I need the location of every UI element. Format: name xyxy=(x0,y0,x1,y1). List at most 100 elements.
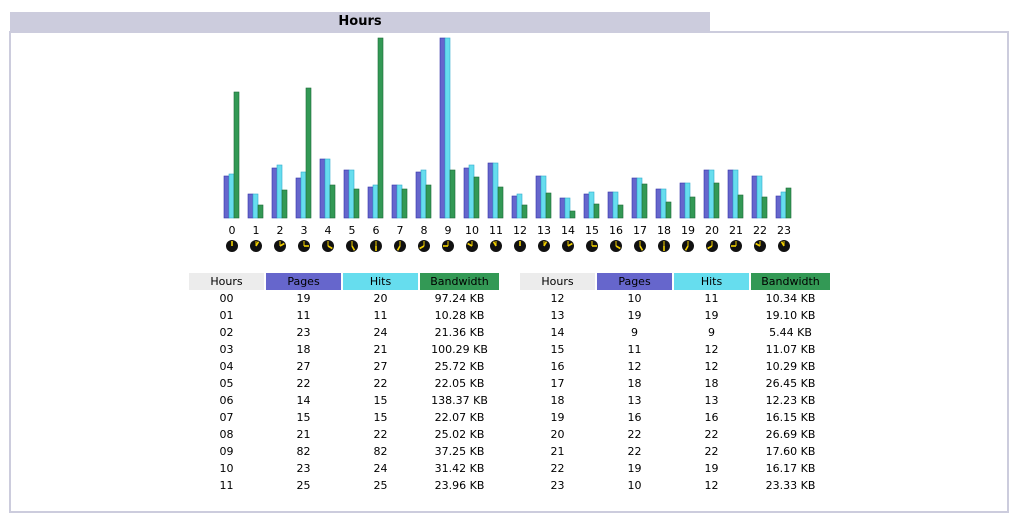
table-row: 00 19 20 97.24 KB xyxy=(189,290,499,307)
pages-bar xyxy=(775,195,782,219)
table-row: 07 15 15 22.07 KB xyxy=(189,409,499,426)
cell-pages: 18 xyxy=(627,377,642,390)
hits-bar xyxy=(252,193,259,219)
hits-bar xyxy=(708,169,715,219)
hits-bar xyxy=(564,197,571,219)
hits-bar xyxy=(540,175,547,219)
pages-bar xyxy=(319,158,326,219)
cell-pages: 14 xyxy=(296,394,311,407)
col-header-hours: Hours xyxy=(189,273,264,290)
cell-hits: 16 xyxy=(704,411,719,424)
cell-pages: 22 xyxy=(296,377,311,390)
hits-bar xyxy=(324,158,331,219)
table-row: 04 27 27 25.72 KB xyxy=(189,358,499,375)
clock-icon xyxy=(442,240,454,252)
clock-icon xyxy=(346,240,358,252)
cell-hits: 22 xyxy=(373,377,388,390)
pages-bar xyxy=(295,177,302,219)
cell-hour: 19 xyxy=(550,411,565,424)
x-tick-label: 2 xyxy=(277,224,284,237)
table-row: 01 11 11 10.28 KB xyxy=(189,307,499,324)
x-tick-label: 5 xyxy=(349,224,356,237)
cell-hour: 09 xyxy=(219,445,234,458)
cell-hour: 07 xyxy=(219,411,234,424)
table-row: 18 13 13 12.23 KB xyxy=(520,392,830,409)
clock-icon xyxy=(754,240,766,252)
table-row: 19 16 16 16.15 KB xyxy=(520,409,830,426)
x-tick-label: 18 xyxy=(657,224,671,237)
section-title: Hours xyxy=(10,12,710,31)
cell-hits: 12 xyxy=(704,343,719,356)
hits-bar xyxy=(396,184,403,219)
clock-icon xyxy=(250,240,262,252)
cell-pages: 23 xyxy=(296,326,311,339)
cell-pages: 11 xyxy=(296,309,311,322)
x-tick-label: 21 xyxy=(729,224,743,237)
pages-bar xyxy=(247,193,254,219)
pages-bar xyxy=(583,193,590,219)
pages-bar xyxy=(343,169,350,219)
bandwidth-bar xyxy=(449,169,456,219)
cell-hour: 18 xyxy=(550,394,565,407)
x-tick-label: 1 xyxy=(253,224,260,237)
table-row: 02 23 24 21.36 KB xyxy=(189,324,499,341)
cell-hits: 22 xyxy=(704,445,719,458)
cell-bandwidth: 23.33 KB xyxy=(765,479,816,492)
hits-bar xyxy=(780,191,787,219)
cell-hits: 24 xyxy=(373,326,388,339)
cell-hits: 19 xyxy=(704,309,719,322)
x-tick-label: 16 xyxy=(609,224,623,237)
table-row: 21 22 22 17.60 KB xyxy=(520,443,830,460)
cell-hits: 27 xyxy=(373,360,388,373)
hits-bar xyxy=(588,191,595,219)
bandwidth-bar xyxy=(641,183,648,219)
cell-bandwidth: 23.96 KB xyxy=(434,479,485,492)
hits-bar xyxy=(732,169,739,219)
cell-pages: 11 xyxy=(627,343,642,356)
hits-bar xyxy=(756,175,763,219)
clock-icon xyxy=(778,240,790,252)
cell-hits: 15 xyxy=(373,394,388,407)
cell-hour: 15 xyxy=(550,343,565,356)
x-tick-label: 7 xyxy=(397,224,404,237)
bandwidth-bar xyxy=(569,210,576,219)
clock-icon xyxy=(634,240,646,252)
cell-bandwidth: 17.60 KB xyxy=(765,445,816,458)
bandwidth-bar xyxy=(377,37,384,219)
pages-bar xyxy=(631,177,638,219)
bandwidth-bar xyxy=(305,87,312,219)
clock-icon xyxy=(394,240,406,252)
x-tick-label: 0 xyxy=(229,224,236,237)
col-header-bandwidth: Bandwidth xyxy=(751,273,830,290)
cell-hour: 17 xyxy=(550,377,565,390)
cell-hour: 10 xyxy=(219,462,234,475)
pages-bar xyxy=(607,191,614,219)
cell-bandwidth: 19.10 KB xyxy=(765,309,816,322)
col-header-hits: Hits xyxy=(343,273,418,290)
pages-bar xyxy=(463,167,470,219)
clock-icon xyxy=(514,240,526,252)
clock-icon xyxy=(490,240,502,252)
x-tick-label: 9 xyxy=(445,224,452,237)
cell-pages: 19 xyxy=(627,462,642,475)
clock-icon xyxy=(538,240,550,252)
clock-icon xyxy=(658,240,670,252)
bandwidth-bar xyxy=(689,196,696,219)
cell-hits: 11 xyxy=(704,292,719,305)
clock-icon xyxy=(298,240,310,252)
x-tick-label: 13 xyxy=(537,224,551,237)
cell-pages: 15 xyxy=(296,411,311,424)
bandwidth-bar xyxy=(353,188,360,219)
x-tick-label: 6 xyxy=(373,224,380,237)
pages-bar xyxy=(559,197,566,219)
hours-bar-chart: 0 1 2 3 4 5 6 7 8 9 10 11 12 13 14 15 16 17 18 19 20 21 22 23 xyxy=(223,37,792,252)
cell-bandwidth: 22.05 KB xyxy=(434,377,485,390)
cell-pages: 16 xyxy=(627,411,642,424)
cell-hour: 11 xyxy=(219,479,234,492)
hits-bar xyxy=(300,171,307,219)
bandwidth-bar xyxy=(473,176,480,219)
cell-bandwidth: 138.37 KB xyxy=(431,394,488,407)
hits-bar xyxy=(660,188,667,219)
pages-bar xyxy=(223,175,230,219)
cell-hour: 12 xyxy=(550,292,565,305)
